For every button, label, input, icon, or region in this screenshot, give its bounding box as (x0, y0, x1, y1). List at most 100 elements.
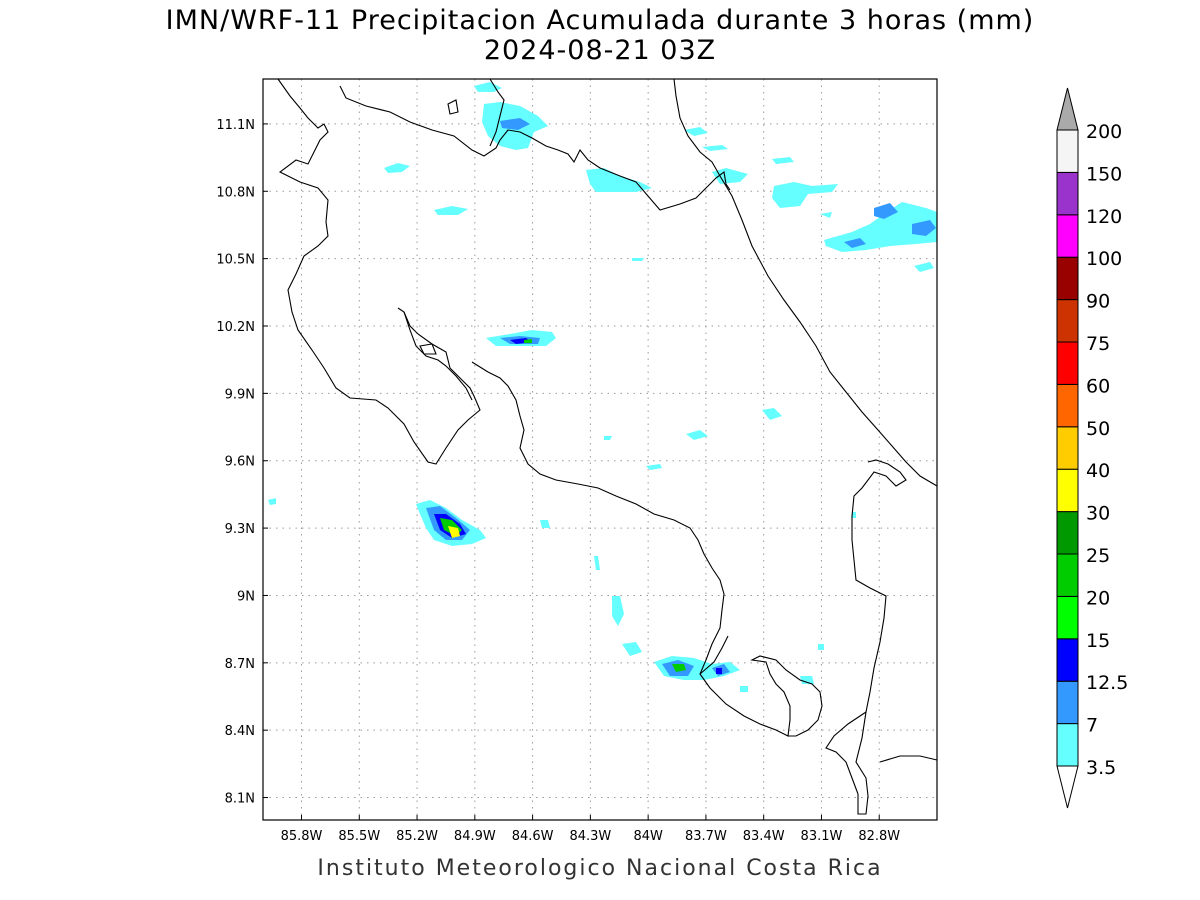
lat-tick-label: 10.2N (216, 320, 255, 335)
precip-patch (612, 596, 624, 626)
colorbar-swatch (1056, 553, 1079, 597)
precip-patch (604, 436, 612, 440)
nicaragua-border (339, 85, 731, 211)
colorbar-swatch (1056, 426, 1079, 470)
lon-tick-label: 84.9W (454, 829, 496, 844)
colorbar-swatch (1056, 256, 1079, 301)
lat-tick-label: 11.1N (216, 118, 255, 133)
precip-patch (772, 182, 838, 208)
lat-tick-label: 10.5N (216, 253, 255, 268)
colorbar-swatch (1056, 171, 1079, 216)
precip-patch (524, 339, 532, 343)
lon-tick-label: 85.8W (281, 829, 323, 844)
precip-patch (912, 220, 936, 236)
lat-tick-label: 9.9N (225, 387, 255, 402)
precip-patch (540, 520, 550, 528)
lon-tick-label: 84.6W (512, 829, 554, 844)
lat-tick-label: 9N (237, 589, 255, 604)
colorbar-swatch (1056, 723, 1079, 767)
panama-caribbean-coast (879, 755, 938, 763)
colorbar: 3.5 7 12.5 15 20 25 30 40 50 60 75 90 100 120 150 200 (1056, 87, 1128, 809)
colorbar-label: 20 (1086, 587, 1110, 609)
precip-patch (434, 206, 468, 215)
map-subtitle-date: 2024-08-21 03Z (483, 35, 717, 66)
lat-tick-label: 10.8N (216, 185, 255, 200)
colorbar-label: 25 (1086, 545, 1110, 567)
precip-patch (702, 145, 728, 151)
lon-tick-label: 85.2W (396, 829, 438, 844)
precip-patch (384, 163, 410, 173)
precip-patch (818, 644, 824, 650)
colorbar-lower-arrow (1056, 765, 1079, 809)
precip-patch (646, 464, 662, 470)
caribbean-coastline (673, 78, 938, 487)
colorbar-swatch (1056, 638, 1079, 682)
map-area: 85.8W 85.5W 85.2W 84.9W 84.6W 84.3W 84W 83.7W 83… (216, 78, 938, 844)
precip-patch (632, 258, 644, 261)
colorbar-label: 12.5 (1086, 672, 1128, 694)
precip-patch (684, 127, 708, 136)
colorbar-swatch (1056, 468, 1079, 513)
lon-tick-label: 83.7W (685, 829, 727, 844)
nicoya-inlet (403, 311, 473, 401)
coastlines-and-borders (277, 78, 938, 815)
colorbar-upper-arrow (1056, 87, 1079, 131)
colorbar-label: 50 (1086, 418, 1110, 440)
map-frame (262, 78, 938, 821)
island-chira (419, 343, 437, 355)
lat-tick-label: 8.7N (225, 657, 255, 672)
precip-patch (914, 262, 934, 272)
axis-ticks: 85.8W 85.5W 85.2W 84.9W 84.6W 84.3W 84W 83.7W 83… (216, 118, 900, 844)
lat-tick-label: 8.4N (225, 724, 255, 739)
precip-patch (762, 408, 782, 420)
colorbar-swatch (1056, 511, 1079, 555)
precip-patch (820, 212, 832, 218)
precip-patch (586, 168, 652, 192)
lon-tick-label: 84W (633, 829, 663, 844)
colorbar-swatch (1056, 341, 1079, 385)
colorbar-label: 3.5 (1086, 757, 1116, 779)
colorbar-swatch (1056, 383, 1079, 428)
lat-tick-label: 8.1N (225, 792, 255, 807)
precip-patch (622, 642, 642, 656)
panama-border (851, 459, 907, 815)
colorbar-swatch (1056, 214, 1079, 258)
colorbar-label: 15 (1086, 630, 1110, 652)
precip-patch (672, 664, 686, 672)
precip-patch (844, 238, 866, 248)
precip-patch (852, 512, 856, 518)
precip-patch (474, 82, 502, 92)
precip-patch (448, 526, 460, 538)
lon-tick-label: 83.4W (743, 829, 785, 844)
precip-patch (824, 202, 937, 252)
lat-tick-label: 9.6N (225, 455, 255, 470)
colorbar-label: 200 (1086, 121, 1122, 143)
precip-patch (800, 676, 814, 684)
map-background (263, 79, 937, 820)
precip-patch (874, 203, 898, 219)
colorbar-label: 100 (1086, 248, 1122, 270)
lon-tick-label: 82.8W (858, 829, 900, 844)
map-title: IMN/WRF-11 Precipitacion Acumulada duran… (165, 5, 1035, 36)
colorbar-label: 120 (1086, 206, 1122, 228)
pacific-coastline-north (277, 78, 481, 465)
colorbar-label: 150 (1086, 163, 1122, 185)
precip-patch (772, 157, 794, 164)
precip-patch (500, 118, 530, 130)
lon-tick-label: 84.3W (569, 829, 611, 844)
colorbar-label: 30 (1086, 503, 1110, 525)
lon-tick-label: 85.5W (338, 829, 380, 844)
precip-patch (594, 556, 600, 570)
colorbar-swatch (1056, 299, 1079, 343)
colorbar-label: 40 (1086, 460, 1110, 482)
colorbar-label: 7 (1086, 715, 1098, 737)
colorbar-swatch (1056, 129, 1079, 173)
osa-peninsula (699, 635, 729, 675)
precip-patch (268, 498, 276, 505)
precip-patch (686, 430, 708, 440)
colorbar-swatch (1056, 680, 1079, 725)
colorbar-swatch (1056, 595, 1079, 640)
map-gridlines (263, 79, 937, 820)
colorbar-label: 90 (1086, 291, 1110, 313)
